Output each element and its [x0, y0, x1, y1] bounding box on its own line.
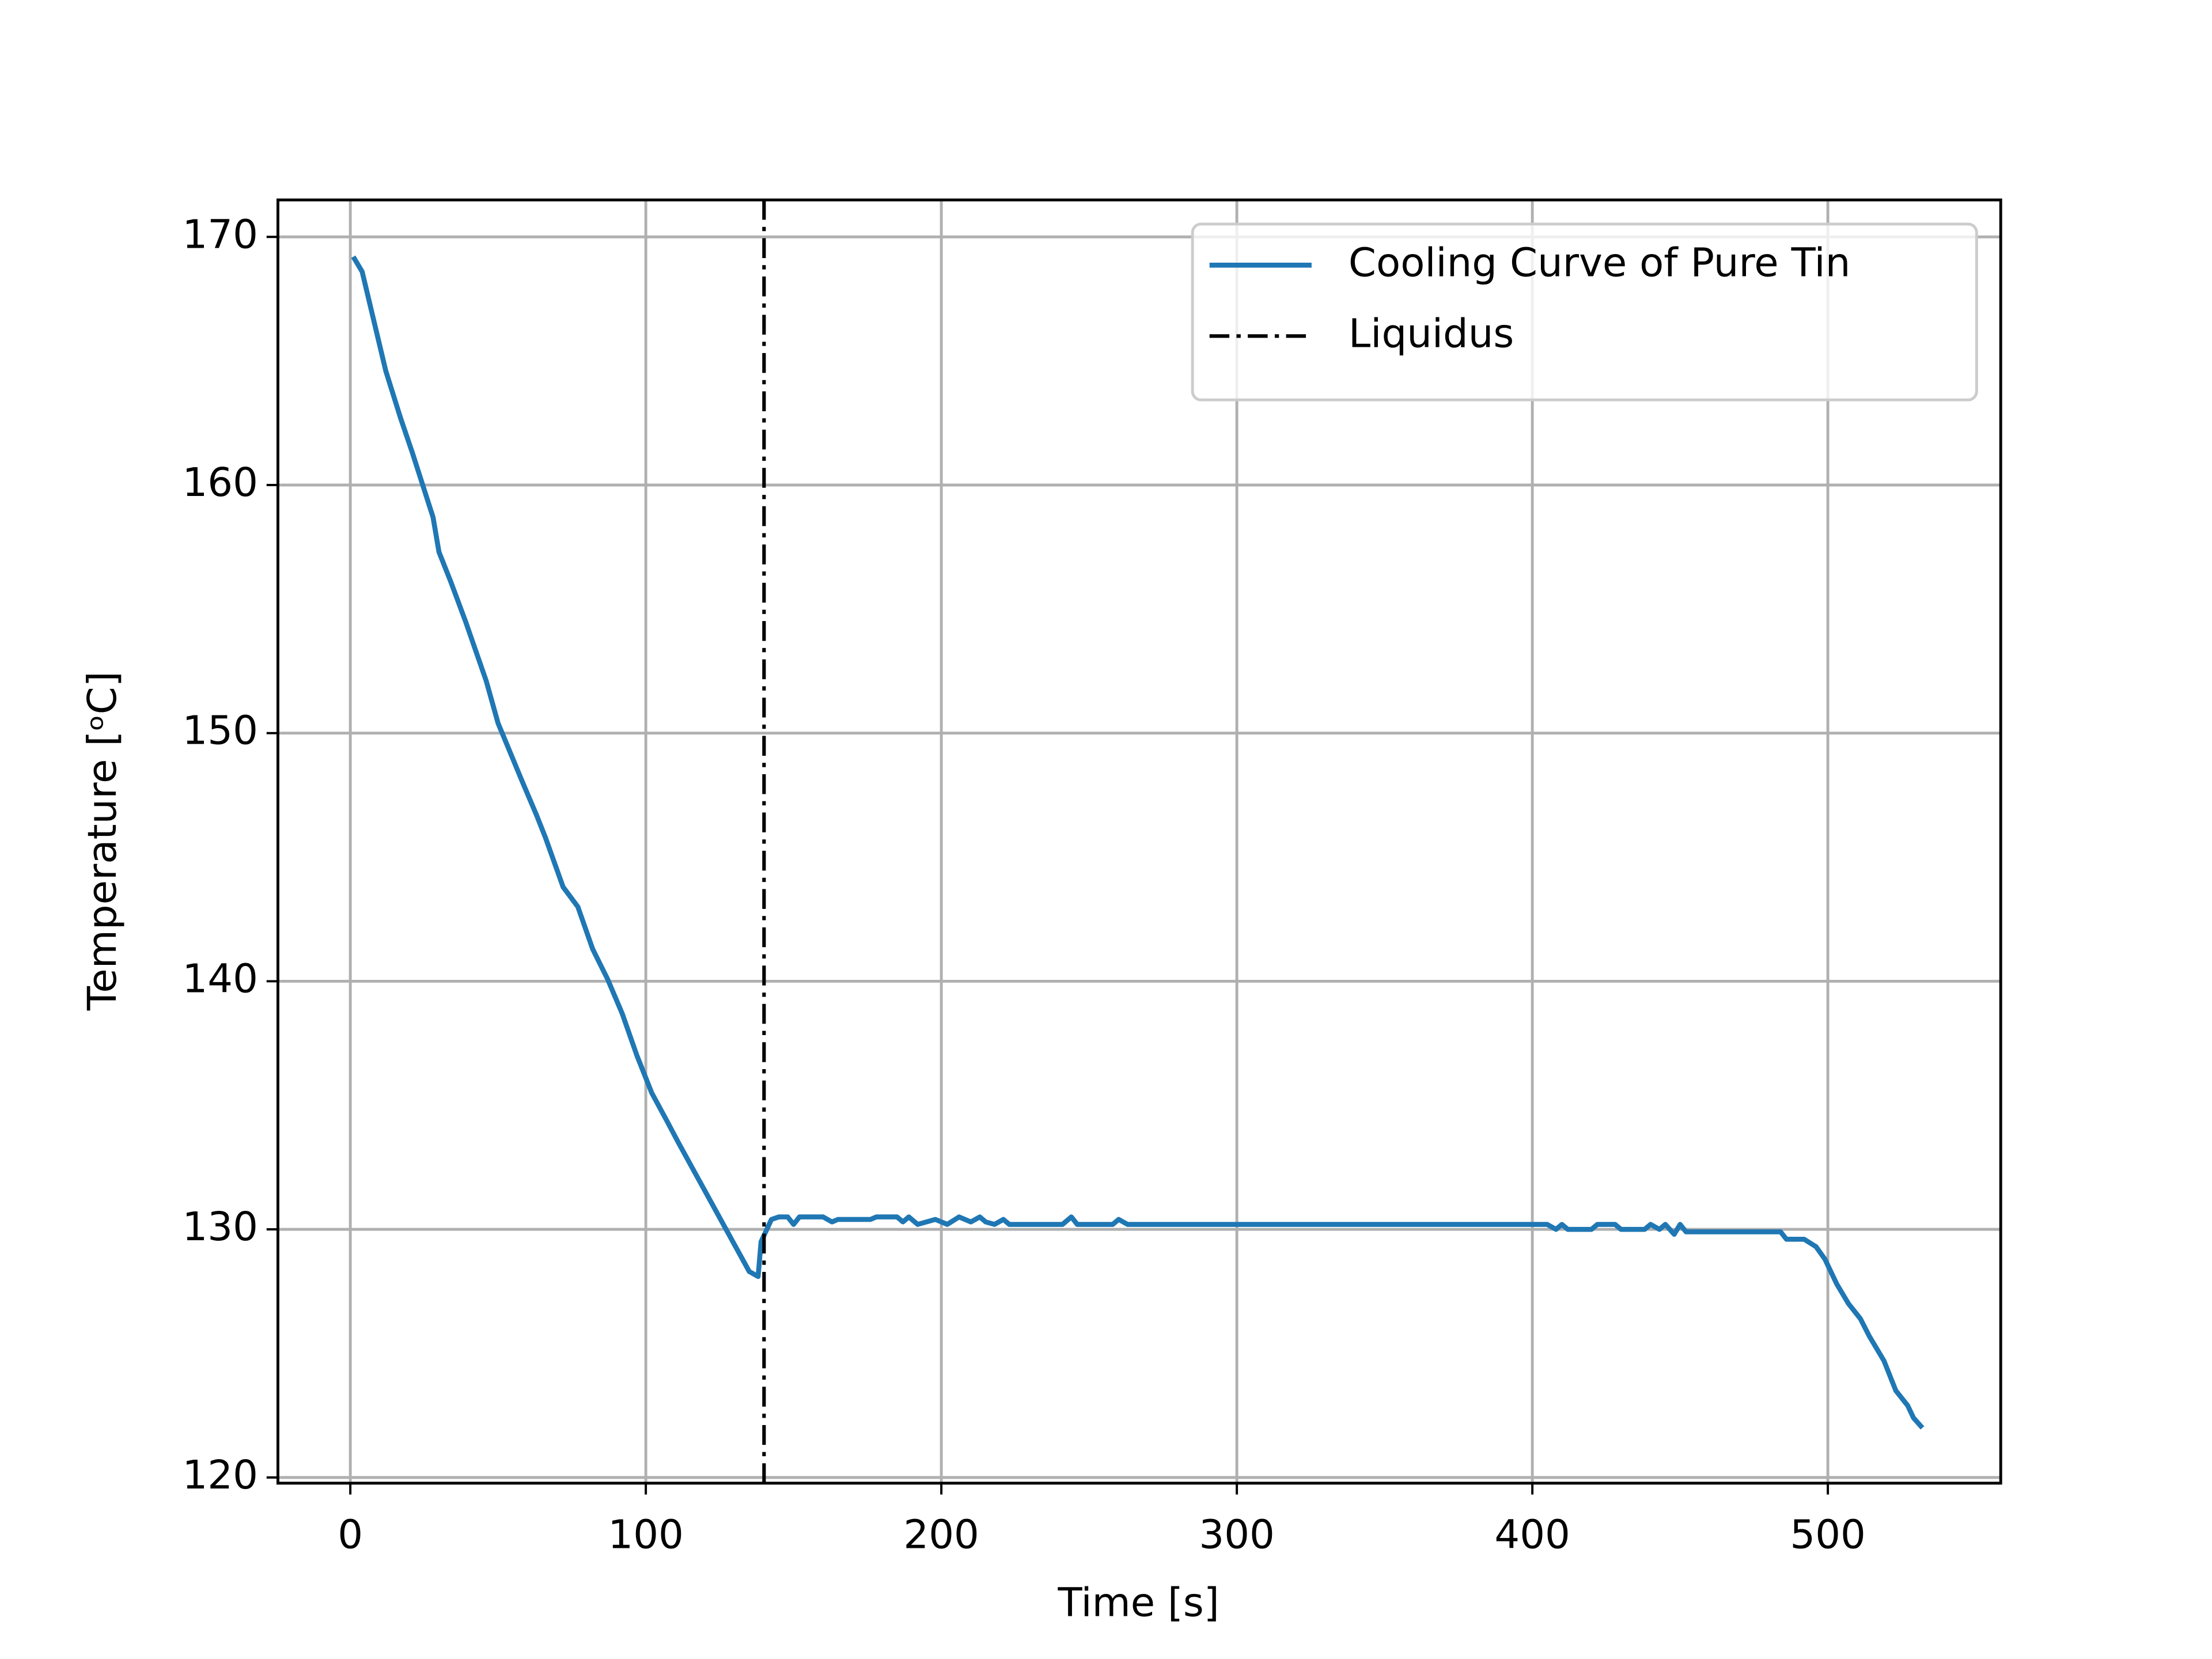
x-tick-label: 0: [338, 1512, 363, 1558]
y-tick-label: 120: [182, 1452, 258, 1498]
legend-label: Cooling Curve of Pure Tin: [1349, 240, 1850, 286]
y-tick-label: 170: [182, 211, 258, 257]
y-tick-label: 160: [182, 460, 258, 506]
y-tick-label: 130: [182, 1204, 258, 1250]
x-tick-label: 500: [1790, 1512, 1866, 1558]
y-axis-label: Temperature [ᵒC]: [79, 671, 126, 1011]
y-tick-label: 140: [182, 956, 258, 1002]
legend-label: Liquidus: [1349, 310, 1514, 357]
data-line: [351, 255, 1925, 1430]
x-tick-label: 100: [608, 1512, 684, 1558]
plot-frame: [276, 198, 2002, 1485]
x-axis-label: Time [s]: [1058, 1580, 1219, 1626]
legend-box: [1191, 222, 1978, 402]
x-tick-label: 300: [1199, 1512, 1275, 1558]
y-tick-label: 150: [182, 708, 258, 754]
x-tick-label: 200: [903, 1512, 979, 1558]
x-tick-label: 400: [1494, 1512, 1570, 1558]
